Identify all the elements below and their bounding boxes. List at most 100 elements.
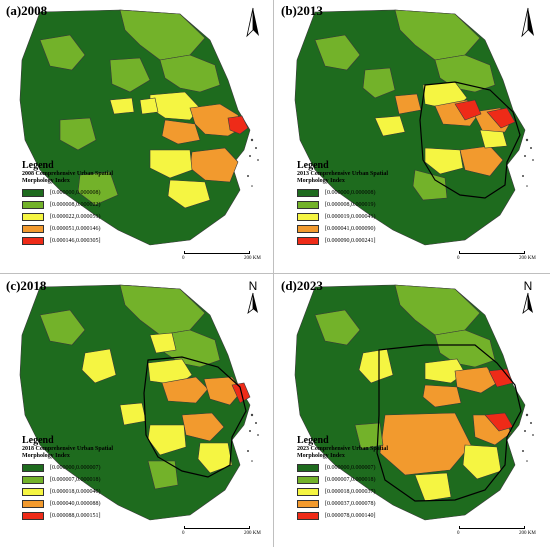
legend-item: [0.000146,0.000305] (22, 236, 172, 246)
legend-item: [0.000088,0.000151] (22, 511, 172, 521)
district-yellow (139, 97, 159, 115)
legend-swatch (22, 213, 44, 221)
district-yellow (119, 402, 147, 426)
legend-subtitle: 2018 Comprehensive Urban Spatial Morphol… (22, 446, 114, 459)
legend-item: [0.000041,0.000090) (297, 224, 447, 234)
legend-swatch (22, 189, 44, 197)
legend-item: [0.000022,0.000051) (22, 212, 172, 222)
legend-swatch (297, 488, 319, 496)
legend-label: [0.000040,0.000088) (50, 501, 101, 507)
scale-line (184, 251, 250, 254)
legend-item: [0.000000,0.000008) (297, 188, 447, 198)
legend-subtitle: 2013 Comprehensive Urban Spatial Morphol… (297, 171, 389, 184)
legend-swatch (297, 464, 319, 472)
district-orange (394, 93, 422, 115)
panel-title: (b)2013 (281, 3, 323, 18)
scale-line (184, 526, 250, 529)
district-green (362, 67, 396, 99)
legend-label: [0.000007,0.000018) (325, 477, 376, 483)
scale-km-label: 200 KM (519, 531, 536, 536)
scale-line (459, 251, 525, 254)
legend-label: [0.000008,0.000019) (325, 202, 376, 208)
district-yellow (374, 115, 406, 137)
legend-item: [0.000008,0.000022) (22, 200, 172, 210)
panel-2018: (c)2018 N Legend 2018 Comprehensive Urba… (0, 275, 272, 547)
legend-label: [0.000000,0.000007) (50, 465, 101, 471)
legend: Legend 2018 Comprehensive Urban Spatial … (22, 435, 172, 521)
legend-swatch (22, 225, 44, 233)
legend-swatch (22, 476, 44, 484)
legend-label: [0.000019,0.000041) (325, 214, 376, 220)
district-orange (181, 412, 225, 442)
legend-item: [0.000000,0.000007) (22, 463, 172, 473)
scale-bar: 0 200 KM (178, 523, 261, 539)
bold-boundary (143, 356, 247, 478)
district-orange (379, 412, 472, 476)
legend-item: [0.000008,0.000019) (297, 200, 447, 210)
district-yellow (197, 442, 233, 474)
panel-title: (a)2008 (6, 3, 48, 18)
legend-label: [0.000090,0.000241] (325, 238, 376, 244)
legend-swatch (22, 464, 44, 472)
panel-2008: (a)2008 Legend 2008 Comprehensive Urban … (0, 0, 272, 272)
legend-label: [0.000022,0.000051) (50, 214, 101, 220)
district-yellow (149, 332, 177, 354)
district-yellow (167, 179, 211, 209)
district-red (454, 99, 482, 121)
scale-bar: 0 200 KM (178, 248, 261, 264)
scale-zero-label: 0 (182, 256, 185, 261)
map-2008 (19, 9, 259, 246)
legend-swatch (297, 189, 319, 197)
panel-divider-horizontal (0, 273, 550, 274)
legend-item: [0.000018,0.000040) (22, 487, 172, 497)
legend-swatch (22, 500, 44, 508)
legend: Legend 2013 Comprehensive Urban Spatial … (297, 160, 447, 246)
bold-boundary (419, 81, 521, 199)
legend-swatch (22, 201, 44, 209)
legend-label: [0.000007,0.000018) (50, 477, 101, 483)
north-arrow-icon: N (517, 279, 539, 315)
district-green (159, 54, 221, 93)
district-green (434, 329, 496, 368)
map-2013 (294, 9, 534, 246)
bold-boundary (376, 344, 522, 502)
scale-line (459, 526, 525, 529)
legend-swatch (297, 476, 319, 484)
district-orange (161, 119, 201, 145)
district-yellow (414, 472, 452, 502)
legend-item: [0.000007,0.000018) (297, 475, 447, 485)
panel-2023: (d)2023 N Legend 2023 Comprehensive Urba… (275, 275, 547, 547)
map-2018 (19, 284, 259, 521)
legend: Legend 2023 Comprehensive Urban Spatial … (297, 435, 447, 521)
district-orange (161, 376, 209, 404)
north-arrow-icon: N (242, 279, 264, 315)
legend-item: [0.000051,0.000146) (22, 224, 172, 234)
north-label: N (523, 279, 533, 293)
north-arrow-icon (242, 4, 264, 40)
district-orange (203, 376, 243, 406)
legend-item: [0.000000,0.000008) (22, 188, 172, 198)
legend-item: [0.000037,0.000078) (297, 499, 447, 509)
panel-2013: (b)2013 Legend 2013 Comprehensive Urban … (275, 0, 547, 272)
legend-item: [0.000078,0.000140] (297, 511, 447, 521)
legend-swatch (22, 512, 44, 520)
district-yellow (479, 129, 508, 149)
scale-zero-label: 0 (457, 256, 460, 261)
legend-item: [0.000007,0.000018) (22, 475, 172, 485)
legend-swatch (297, 201, 319, 209)
district-yellow (147, 424, 187, 456)
legend-label: [0.000008,0.000022) (50, 202, 101, 208)
panel-title: (c)2018 (6, 278, 47, 293)
district-orange (454, 366, 498, 394)
legend-swatch (297, 512, 319, 520)
legend-label: [0.000000,0.000008) (325, 190, 376, 196)
legend-swatch (297, 237, 319, 245)
legend-subtitle: 2023 Comprehensive Urban Spatial Morphol… (297, 446, 389, 459)
district-green (59, 117, 97, 151)
district-yellow (424, 147, 464, 175)
district-yellow (81, 348, 117, 384)
legend-label: [0.000000,0.000007) (325, 465, 376, 471)
legend-swatch (297, 225, 319, 233)
scale-km-label: 200 KM (519, 256, 536, 261)
